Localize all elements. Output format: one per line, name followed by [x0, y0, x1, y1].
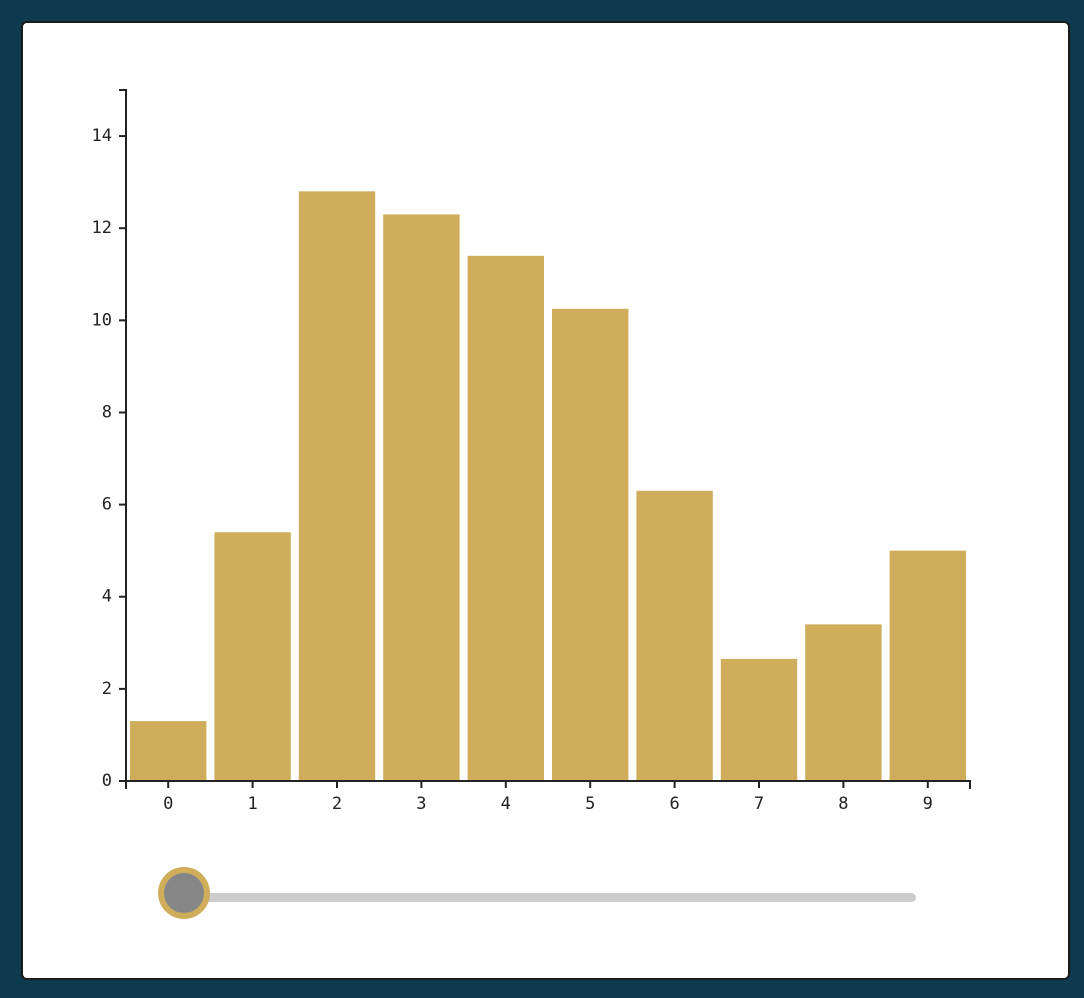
bar-4 — [467, 255, 544, 782]
bar-8 — [805, 624, 882, 781]
y-tick-label: 4 — [102, 587, 112, 607]
y-tick-label: 6 — [102, 495, 112, 515]
y-tick-label: 2 — [102, 679, 112, 699]
range-slider[interactable] — [150, 866, 920, 930]
slider-track[interactable] — [180, 893, 916, 902]
bars-group — [130, 191, 966, 782]
x-tick-label: 1 — [247, 794, 257, 814]
y-axis: 0 2 4 6 8 10 12 14 — [92, 89, 127, 791]
y-tick-label: 0 — [102, 771, 112, 791]
x-tick-label: 9 — [923, 794, 933, 814]
x-tick-label: 2 — [332, 794, 342, 814]
bar-0 — [130, 721, 207, 781]
x-tick-label: 0 — [163, 794, 173, 814]
x-tick-label: 7 — [754, 794, 764, 814]
x-tick-label: 8 — [838, 794, 848, 814]
x-tick-label: 5 — [585, 794, 595, 814]
y-tick-label: 10 — [92, 310, 112, 330]
bar-3 — [383, 214, 460, 781]
bar-5 — [552, 308, 629, 781]
bar-7 — [720, 658, 798, 781]
x-axis: 0 1 2 3 4 5 6 7 8 9 — [125, 780, 971, 814]
bar-9 — [889, 550, 966, 781]
y-axis-line — [119, 89, 127, 782]
x-tick-label: 4 — [501, 794, 511, 814]
x-tick-label: 3 — [416, 794, 426, 814]
y-tick-label: 14 — [92, 126, 112, 146]
x-axis-line — [125, 780, 971, 789]
slider-thumb[interactable] — [158, 867, 210, 919]
bar-2 — [298, 191, 376, 781]
bar-1 — [214, 532, 291, 781]
x-tick-label: 6 — [669, 794, 679, 814]
bar-6 — [636, 490, 713, 781]
chart-card — [21, 21, 1070, 980]
y-tick-label: 12 — [92, 218, 112, 238]
y-tick-label: 8 — [102, 402, 112, 422]
